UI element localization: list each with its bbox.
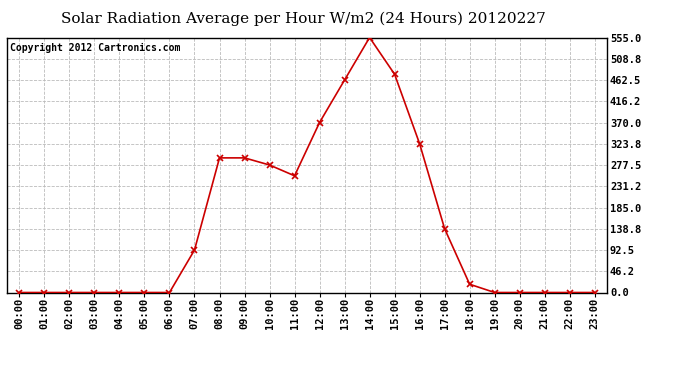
Text: Copyright 2012 Cartronics.com: Copyright 2012 Cartronics.com	[10, 43, 180, 52]
Text: Solar Radiation Average per Hour W/m2 (24 Hours) 20120227: Solar Radiation Average per Hour W/m2 (2…	[61, 11, 546, 26]
